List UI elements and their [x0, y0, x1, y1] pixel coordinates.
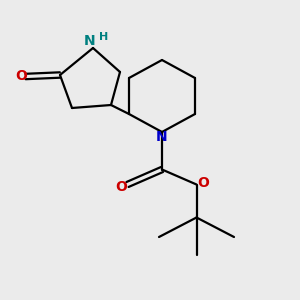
Text: N: N — [156, 130, 168, 144]
Text: O: O — [15, 70, 27, 83]
Text: O: O — [197, 176, 209, 190]
Text: N: N — [84, 34, 95, 48]
Text: H: H — [99, 32, 108, 43]
Text: O: O — [115, 180, 127, 194]
